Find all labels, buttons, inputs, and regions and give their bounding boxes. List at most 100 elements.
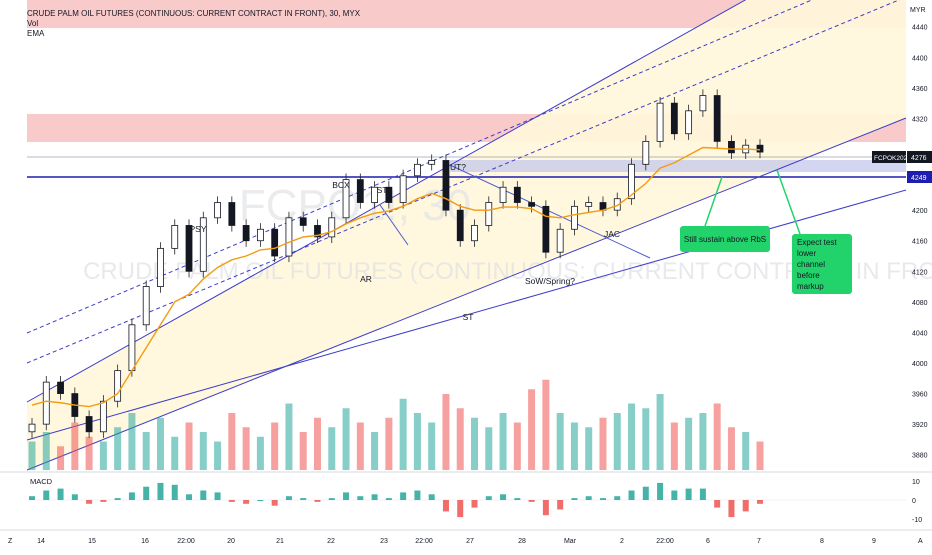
candle-body[interactable] [299, 217, 307, 226]
candle-body[interactable] [756, 144, 764, 153]
volume-bar [399, 398, 407, 470]
candle-body[interactable] [199, 217, 207, 272]
candle-body[interactable] [242, 225, 250, 242]
candle-body[interactable] [642, 140, 650, 165]
candle-body[interactable] [471, 225, 478, 242]
macd-bar [485, 496, 492, 500]
candle-body[interactable] [328, 217, 336, 238]
candle-body[interactable] [371, 186, 378, 203]
channel-fill [27, 0, 906, 470]
price-axis-tick: 4040 [912, 330, 928, 337]
candle-body[interactable] [556, 228, 564, 253]
candle-body[interactable] [656, 102, 664, 142]
volume-bar [413, 413, 421, 470]
candle-body[interactable] [485, 202, 493, 226]
time-axis-tick: 20 [227, 538, 235, 545]
time-axis-tick: 16 [141, 538, 149, 545]
candle-body[interactable] [57, 381, 64, 394]
candle-body[interactable] [271, 228, 279, 257]
channel-line-0[interactable] [26, 0, 906, 403]
vol-indicator-label[interactable]: Vol [27, 19, 39, 28]
macd-bar [314, 500, 321, 502]
channel-line-1[interactable] [26, 117, 907, 471]
candle-body[interactable] [399, 175, 407, 203]
channel-line-3[interactable] [26, 0, 906, 364]
macd-bar [442, 500, 449, 512]
macd-bar [614, 496, 621, 500]
macd-bar [542, 500, 549, 516]
candle-body[interactable] [499, 186, 507, 203]
volume-bar [713, 403, 721, 470]
candle-body[interactable] [114, 370, 122, 402]
candle-body[interactable] [85, 416, 93, 433]
candle-body[interactable] [285, 217, 293, 257]
macd-bar [228, 500, 235, 502]
candle-body[interactable] [342, 179, 350, 219]
candle-body[interactable] [214, 202, 221, 219]
candle-body[interactable] [356, 179, 364, 203]
candle-body[interactable] [428, 160, 436, 165]
candle-body[interactable] [628, 163, 635, 200]
macd-bar [685, 488, 692, 500]
candle-body[interactable] [142, 286, 150, 326]
candle-body[interactable] [385, 186, 393, 203]
candle-body[interactable] [613, 198, 621, 211]
candle-body[interactable] [256, 228, 264, 242]
candle-body[interactable] [571, 205, 578, 230]
price-axis-tick: 3880 [912, 453, 928, 460]
candle-body[interactable] [542, 205, 550, 253]
callout-expect-pointer [776, 169, 801, 235]
candle-body[interactable] [713, 95, 721, 142]
volume-bar [128, 413, 136, 470]
candle-body[interactable] [228, 202, 236, 226]
candle-body[interactable] [128, 324, 136, 372]
trend-line-down[interactable] [449, 164, 651, 259]
time-axis-tick: 27 [466, 538, 474, 545]
macd-bar [414, 490, 421, 500]
macd-axis-tick: -10 [912, 517, 922, 524]
macd-bar [343, 492, 350, 500]
macd-bar [157, 482, 164, 500]
candle-body[interactable] [456, 209, 464, 242]
channel-line-4[interactable] [26, 0, 906, 334]
time-axis-tick: 22:00 [415, 538, 433, 545]
candle-body[interactable] [699, 95, 707, 112]
watermark-symbol: FCPO1!, 30 [239, 181, 471, 230]
callout-sustain-box[interactable] [680, 226, 770, 252]
candle-body[interactable] [42, 381, 50, 425]
volume-bar [42, 432, 50, 470]
volume-bar [642, 408, 650, 470]
time-axis-tick: Mar [564, 538, 577, 545]
watermark-name: CRUDE PALM OIL FUTURES (CONTINUOUS: CURR… [83, 258, 932, 285]
candle-body[interactable] [185, 225, 193, 272]
macd-bar [571, 498, 578, 500]
candle-body[interactable] [157, 247, 164, 287]
candle-body[interactable] [414, 163, 421, 177]
callout-expect-line: channel [797, 260, 825, 269]
price-axis-tick: 4160 [912, 239, 928, 246]
candle-body[interactable] [585, 202, 593, 207]
callout-expect-box[interactable] [792, 234, 852, 294]
volume-bar [99, 441, 107, 470]
volume-bar [628, 403, 636, 470]
candle-body[interactable] [442, 160, 450, 211]
candle-body[interactable] [685, 110, 693, 135]
candle-body[interactable] [513, 186, 521, 203]
candle-body[interactable] [670, 102, 678, 135]
macd-axis-tick: 10 [912, 479, 920, 486]
candle-body[interactable] [314, 225, 321, 238]
macd-bar [29, 496, 35, 500]
candle-body[interactable] [28, 423, 36, 433]
macd-bar [757, 500, 763, 504]
volume-bar [71, 422, 79, 470]
candle-body[interactable] [728, 140, 735, 154]
volume-bar [471, 417, 479, 470]
candle-body[interactable] [528, 202, 536, 207]
macd-bar [71, 494, 78, 500]
macd-bar [671, 490, 678, 500]
candle-body[interactable] [171, 225, 179, 249]
candle-body[interactable] [99, 400, 107, 433]
ema-indicator-label[interactable]: EMA [27, 29, 45, 38]
